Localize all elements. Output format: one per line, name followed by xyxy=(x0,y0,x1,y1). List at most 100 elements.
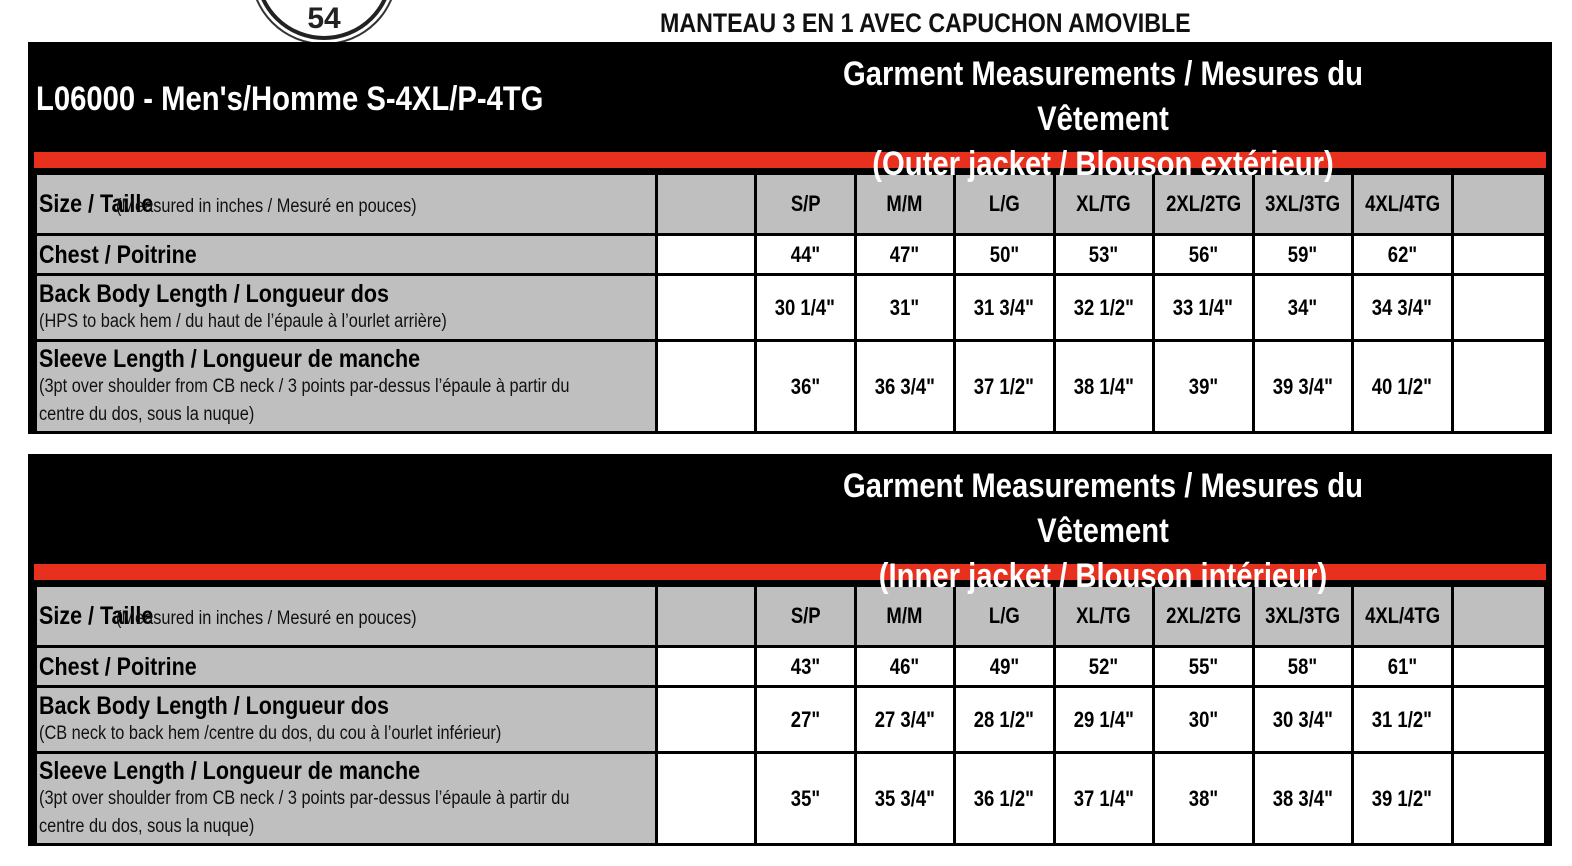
measurement-cell: 58" xyxy=(1251,645,1354,688)
measurement-cell: 31" xyxy=(853,273,956,342)
measurement-cell: 32 1/2" xyxy=(1052,273,1155,342)
size-header: 4XL/4TG xyxy=(1351,584,1454,648)
measurement-cell: 30 1/4" xyxy=(754,273,857,342)
row-note: (HPS to back hem / du haut de l’épaule à… xyxy=(39,310,447,332)
row-label: Chest / Poitrine xyxy=(34,233,658,276)
row-note: centre du dos, sous la nuque) xyxy=(39,815,255,837)
empty-cell xyxy=(655,751,757,846)
measurement-cell: 35" xyxy=(754,751,857,846)
table-row: Chest / Poitrine 43" 46" 49" 52" 55" 58" 61" xyxy=(34,645,1547,688)
measurement-cell: 39 3/4" xyxy=(1251,339,1354,434)
size-header: 4XL/4TG xyxy=(1351,172,1454,236)
measurement-cell: 31 1/2" xyxy=(1351,685,1454,754)
table-row: Chest / Poitrine 44" 47" 50" 53" 56" 59" 62" xyxy=(34,233,1547,276)
empty-cell xyxy=(1450,273,1547,342)
empty-cell xyxy=(1450,172,1547,236)
chart-heading: Garment Measurements / Mesures du Vêteme… xyxy=(842,467,1364,595)
measurement-cell: 33 1/4" xyxy=(1152,273,1255,342)
measurement-cell: 31 3/4" xyxy=(953,273,1056,342)
size-header: S/P xyxy=(754,584,857,648)
model-title: L06000 - Men's/Homme S-4XL/P-4TG xyxy=(36,80,544,118)
measurement-cell: 55" xyxy=(1152,645,1255,688)
measurement-cell: 52" xyxy=(1052,645,1155,688)
size-header: M/M xyxy=(853,172,956,236)
measurement-cell: 49" xyxy=(953,645,1056,688)
row-note: centre du dos, sous la nuque) xyxy=(39,403,255,425)
measurement-cell: 27 3/4" xyxy=(853,685,956,754)
size-header: XL/TG xyxy=(1052,584,1155,648)
measurement-cell: 37 1/2" xyxy=(953,339,1056,434)
row-label: Sleeve Length / Longueur de manche (3pt o… xyxy=(34,751,658,846)
measurement-table: Size / Taille (Measured in inches / Mesu… xyxy=(34,172,1547,434)
size-header: L/G xyxy=(953,584,1056,648)
empty-cell xyxy=(655,233,757,276)
size-header: 2XL/2TG xyxy=(1152,584,1255,648)
table-row: Sleeve Length / Longueur de manche (3pt o… xyxy=(34,339,1547,434)
empty-cell xyxy=(1450,685,1547,754)
size-header-row: Size / Taille (Measured in inches / Mesu… xyxy=(34,584,1547,648)
size-note: (Measured in inches / Mesuré en pouces) xyxy=(116,607,418,629)
measurement-cell: 28 1/2" xyxy=(953,685,1056,754)
measurement-cell: 30" xyxy=(1152,685,1255,754)
size-header: L/G xyxy=(953,172,1056,236)
empty-cell xyxy=(655,172,757,236)
measurement-table: Size / Taille (Measured in inches / Mesu… xyxy=(34,584,1547,846)
size-header: S/P xyxy=(754,172,857,236)
measurement-cell: 40 1/2" xyxy=(1351,339,1454,434)
measurement-cell: 36" xyxy=(754,339,857,434)
empty-cell xyxy=(655,685,757,754)
chart-header: L06000 - Men's/Homme S-4XL/P-4TG Garment … xyxy=(28,42,1552,183)
empty-cell xyxy=(655,339,757,434)
empty-cell xyxy=(1450,339,1547,434)
red-divider xyxy=(34,152,1546,168)
empty-cell xyxy=(1450,584,1547,648)
empty-cell xyxy=(1450,751,1547,846)
table-row: Back Body Length / Longueur dos (HPS to b… xyxy=(34,273,1547,342)
document-title: MANTEAU 3 EN 1 AVEC CAPUCHON AMOVIBLE xyxy=(660,8,1191,38)
red-divider xyxy=(34,564,1546,580)
size-header: 3XL/3TG xyxy=(1251,172,1354,236)
measurement-cell: 56" xyxy=(1152,233,1255,276)
measurement-cell: 50" xyxy=(953,233,1056,276)
size-header: 3XL/3TG xyxy=(1251,584,1354,648)
measurement-cell: 34 3/4" xyxy=(1351,273,1454,342)
measurement-cell: 39 1/2" xyxy=(1351,751,1454,846)
empty-cell xyxy=(655,273,757,342)
measurement-cell: 37 1/4" xyxy=(1052,751,1155,846)
size-label: Size / Taille xyxy=(39,601,154,630)
empty-cell xyxy=(655,645,757,688)
measurement-cell: 46" xyxy=(853,645,956,688)
measurement-cell: 44" xyxy=(754,233,857,276)
empty-cell xyxy=(655,584,757,648)
table-row: Back Body Length / Longueur dos (CB neck … xyxy=(34,685,1547,754)
size-chart-inner: Garment Measurements / Mesures du Vêteme… xyxy=(28,454,1552,846)
chart-header: Garment Measurements / Mesures du Vêteme… xyxy=(28,454,1552,595)
measurement-cell: 38" xyxy=(1152,751,1255,846)
measurement-cell: 35 3/4" xyxy=(853,751,956,846)
size-header: M/M xyxy=(853,584,956,648)
row-label: Chest / Poitrine xyxy=(34,645,658,688)
empty-cell xyxy=(1450,645,1547,688)
size-header-row: Size / Taille (Measured in inches / Mesu… xyxy=(34,172,1547,236)
table-row: Sleeve Length / Longueur de manche (3pt o… xyxy=(34,751,1547,846)
measurement-cell: 43" xyxy=(754,645,857,688)
chart-heading: Garment Measurements / Mesures du Vêteme… xyxy=(842,55,1364,183)
measurement-cell: 29 1/4" xyxy=(1052,685,1155,754)
measurement-cell: 47" xyxy=(853,233,956,276)
measurement-cell: 53" xyxy=(1052,233,1155,276)
measurement-cell: 36 3/4" xyxy=(853,339,956,434)
measurement-cell: 38 3/4" xyxy=(1251,751,1354,846)
brand-logo: 54 xyxy=(255,0,393,40)
measurement-cell: 62" xyxy=(1351,233,1454,276)
measurement-cell: 39" xyxy=(1152,339,1255,434)
row-note: (CB neck to back hem /centre du dos, du … xyxy=(39,722,502,744)
size-chart-outer: L06000 - Men's/Homme S-4XL/P-4TG Garment … xyxy=(28,42,1552,434)
size-header: XL/TG xyxy=(1052,172,1155,236)
row-note: (3pt over shoulder from CB neck / 3 poin… xyxy=(39,787,570,809)
row-note: (3pt over shoulder from CB neck / 3 poin… xyxy=(39,375,570,397)
measurement-cell: 61" xyxy=(1351,645,1454,688)
measurement-cell: 59" xyxy=(1251,233,1354,276)
measurement-cell: 36 1/2" xyxy=(953,751,1056,846)
measurement-cell: 38 1/4" xyxy=(1052,339,1155,434)
measurement-cell: 27" xyxy=(754,685,857,754)
